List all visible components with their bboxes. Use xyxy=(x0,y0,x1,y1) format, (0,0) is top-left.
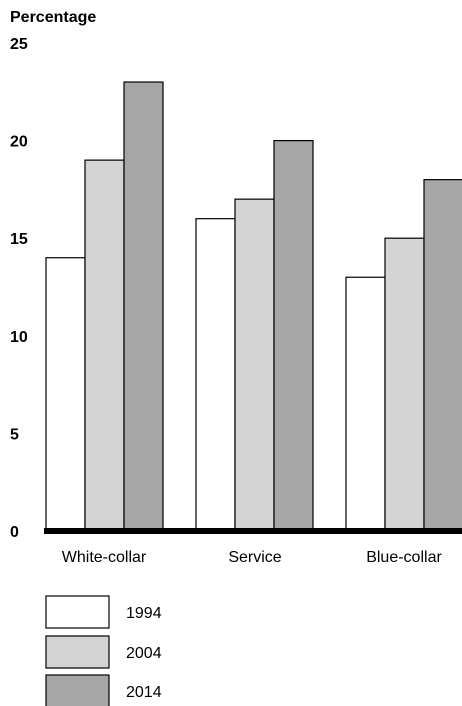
bar-2004-white-collar xyxy=(84,159,125,532)
legend-label: 2004 xyxy=(126,645,162,662)
bar-2004-service xyxy=(234,198,275,532)
y-axis-label: Percentage xyxy=(10,9,96,26)
y-tick-label: 0 xyxy=(10,524,19,541)
bar-1994-service xyxy=(195,218,236,532)
bar-1994-blue-collar xyxy=(345,276,386,532)
y-tick-labels: 0 5 10 15 20 25 xyxy=(10,36,28,541)
legend-swatch-1994 xyxy=(45,595,110,629)
category-label: Blue-collar xyxy=(366,549,442,566)
bar-2014-blue-collar xyxy=(423,179,462,532)
category-label: Service xyxy=(228,549,281,566)
legend-label: 2014 xyxy=(126,684,162,701)
bar-2014-white-collar xyxy=(123,81,164,532)
y-tick-label: 10 xyxy=(10,329,28,346)
legend: 1994 2004 2014 xyxy=(45,595,162,706)
y-tick-label: 5 xyxy=(10,426,19,443)
legend-label: 1994 xyxy=(126,605,162,622)
y-tick-label: 25 xyxy=(10,36,28,53)
bar-2004-blue-collar xyxy=(384,237,425,532)
category-label: White-collar xyxy=(62,549,147,566)
category-labels: White-collar Service Blue-collar xyxy=(62,549,443,566)
bar-2014-service xyxy=(273,140,314,532)
legend-swatch-2004 xyxy=(45,635,110,669)
bar-groups xyxy=(45,81,462,532)
bar-1994-white-collar xyxy=(45,257,86,532)
y-tick-label: 20 xyxy=(10,134,28,151)
legend-swatch-2014 xyxy=(45,674,110,706)
y-tick-label: 15 xyxy=(10,231,28,248)
